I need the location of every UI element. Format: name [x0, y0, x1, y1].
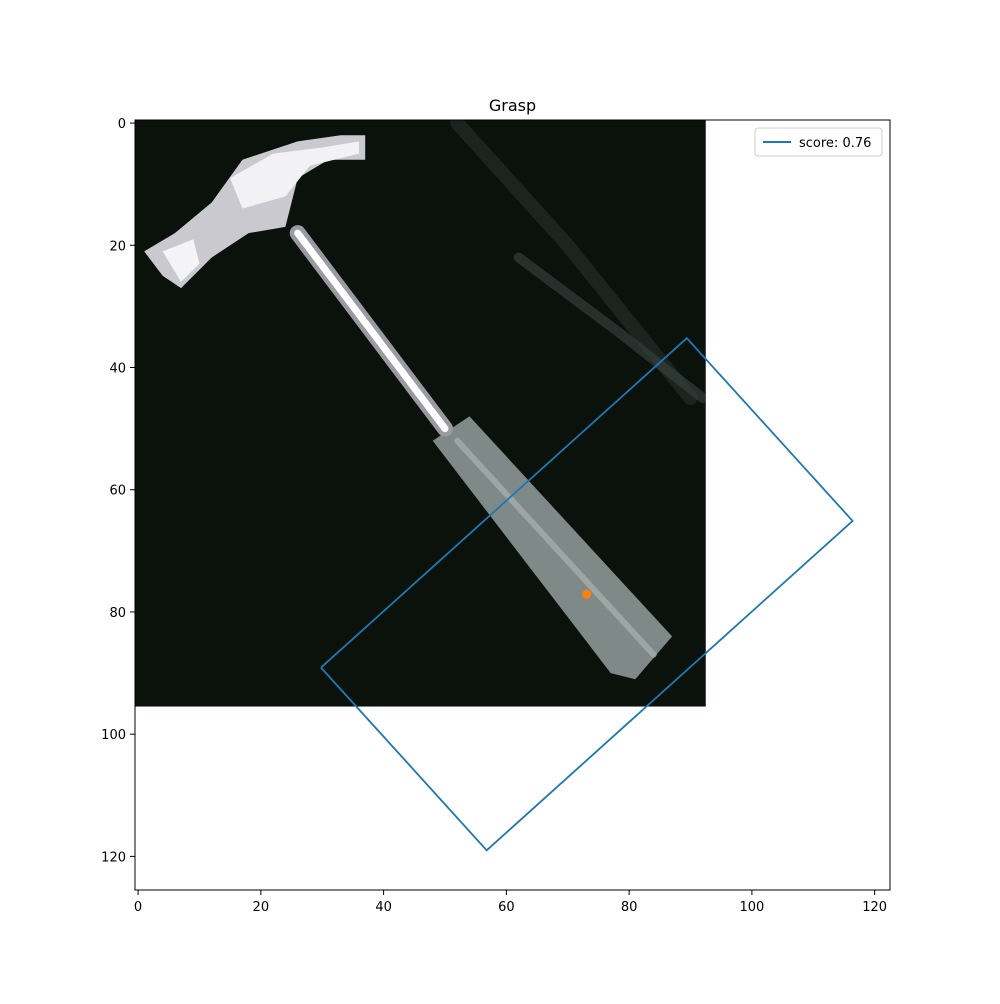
hammer-image: [144, 120, 706, 680]
x-tick-label: 60: [498, 900, 515, 915]
legend-label: score: 0.76: [799, 136, 871, 151]
y-tick-label: 60: [109, 484, 126, 499]
chart-title: Grasp: [489, 96, 536, 115]
x-tick-label: 100: [739, 900, 764, 915]
legend: score: 0.76: [754, 127, 883, 157]
legend-box: [754, 127, 883, 157]
x-tick-label: 40: [375, 900, 392, 915]
head-highlight: [230, 141, 359, 209]
series-layer: [320, 336, 854, 852]
background-streak: [450, 120, 698, 406]
grip-highlight: [454, 437, 657, 658]
x-tick-label: 20: [253, 900, 270, 915]
y-tick-label: 80: [109, 606, 126, 621]
y-axis: 0 20 40 60 80 100 120: [101, 117, 135, 865]
y-tick-label: 0: [118, 117, 126, 132]
axes-frame: [134, 119, 891, 891]
y-tick-label: 120: [101, 850, 126, 865]
hammer-head: [144, 135, 366, 289]
x-tick-label: 120: [862, 900, 887, 915]
background-streak: [513, 252, 706, 404]
x-axis: 0 20 40 60 80 100 120: [134, 890, 887, 915]
x-tick-label: 0: [134, 900, 142, 915]
claw-highlight: [162, 239, 200, 282]
grasp-center-point: [582, 589, 592, 599]
y-tick-label: 20: [109, 239, 126, 254]
x-tick-label: 80: [621, 900, 638, 915]
background-image: [135, 120, 706, 707]
y-tick-label: 100: [101, 728, 126, 743]
grasp-rectangle: [320, 336, 854, 852]
y-tick-label: 40: [109, 362, 126, 377]
shaft-highlight: [294, 229, 449, 433]
